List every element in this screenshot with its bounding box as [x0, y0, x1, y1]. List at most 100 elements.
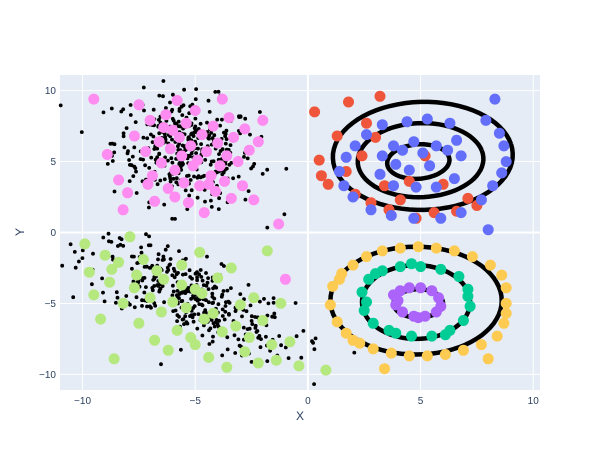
cloud-point	[151, 107, 156, 112]
cloud-point	[140, 304, 144, 308]
blue-point	[424, 160, 436, 172]
green-point	[257, 315, 269, 326]
blue-point	[347, 191, 359, 203]
cloud-point	[243, 197, 248, 202]
cloud-point	[209, 159, 214, 164]
cloud-point	[161, 254, 166, 259]
pink-point	[169, 164, 181, 176]
cloud-point	[241, 325, 246, 330]
cloud-point	[248, 132, 252, 137]
red-point	[379, 180, 390, 192]
yellow-point	[379, 363, 390, 375]
cloud-point	[177, 296, 181, 300]
green-point	[151, 265, 163, 277]
cloud-point	[151, 278, 156, 282]
cloud-point	[112, 150, 117, 155]
cloud-point	[232, 333, 237, 338]
cloud-point	[220, 117, 224, 122]
cloud-point	[299, 355, 304, 360]
yellow-point	[482, 353, 494, 365]
blue-point	[403, 164, 415, 176]
cloud-point	[246, 189, 251, 194]
pink-point	[219, 175, 230, 187]
cloud-point	[162, 300, 167, 305]
blue-point	[500, 156, 512, 168]
pink-point	[210, 185, 221, 197]
cloud-point	[109, 106, 114, 111]
blue-point	[455, 207, 467, 219]
cloud-point	[180, 299, 185, 303]
purple-point	[392, 295, 404, 307]
green-point	[284, 336, 296, 348]
cloud-point	[279, 343, 283, 348]
cloud-point	[147, 234, 152, 239]
cloud-point	[222, 130, 226, 135]
cloud-point	[203, 158, 208, 162]
yellow-point	[430, 242, 442, 254]
cloud-point	[214, 285, 219, 290]
teal-point	[390, 327, 402, 339]
green-point	[252, 357, 264, 369]
cloud-point	[249, 314, 254, 319]
cloud-point	[237, 114, 241, 119]
yellow-point	[439, 349, 451, 360]
cloud-point	[165, 244, 170, 249]
pink-point	[140, 146, 152, 158]
green-point	[203, 351, 215, 363]
green-point	[113, 256, 125, 268]
purple-point	[412, 312, 424, 324]
cloud-point	[107, 239, 111, 244]
purple-point	[426, 285, 438, 297]
blue-point	[448, 173, 460, 185]
teal-point	[435, 263, 447, 275]
cloud-point	[180, 290, 185, 295]
cloud-point	[161, 94, 165, 99]
cloud-point	[168, 100, 172, 105]
cloud-point	[236, 337, 241, 342]
yellow-point	[327, 280, 339, 292]
cloud-point	[284, 166, 289, 171]
red-point	[374, 90, 386, 102]
cloud-point	[271, 296, 276, 300]
pink-point	[257, 114, 269, 126]
cloud-point	[139, 250, 144, 255]
cloud-point	[272, 315, 277, 320]
cloud-point	[190, 315, 195, 320]
cloud-point	[168, 176, 173, 181]
blue-point	[455, 150, 467, 162]
yellow-point	[496, 269, 508, 281]
cloud-point	[265, 167, 270, 172]
cloud-point	[168, 179, 173, 184]
cloud-point	[207, 342, 212, 346]
cloud-point	[262, 297, 266, 301]
cloud-point	[143, 163, 148, 168]
blue-point	[421, 113, 433, 125]
cloud-point	[170, 216, 175, 221]
cloud-point	[102, 299, 107, 304]
tick-labels: −10 −5 0 5 10 −10 −5 0 5 10	[39, 86, 539, 407]
cloud-point	[213, 90, 218, 94]
cloud-point	[283, 345, 288, 350]
cloud-point	[188, 178, 193, 182]
purple-point	[403, 282, 415, 294]
green-point	[176, 259, 188, 271]
cloud-point	[223, 304, 228, 308]
cloud-point	[210, 339, 215, 344]
green-point	[261, 245, 273, 257]
cloud-point	[207, 110, 212, 114]
cloud-point	[225, 335, 230, 340]
y-tick-label: −10	[39, 370, 56, 381]
blue-point	[408, 212, 420, 224]
cloud-point	[177, 142, 182, 146]
cloud-point	[71, 295, 76, 300]
cloud-point	[170, 116, 175, 121]
blue-point	[475, 194, 487, 206]
cloud-point	[149, 132, 153, 137]
red-point	[309, 106, 321, 118]
cloud-point	[210, 136, 215, 141]
cloud-point	[158, 286, 163, 291]
yellow-point	[331, 316, 343, 328]
blue-point	[487, 180, 499, 192]
cloud-point	[163, 247, 168, 252]
blue-point	[374, 168, 386, 180]
